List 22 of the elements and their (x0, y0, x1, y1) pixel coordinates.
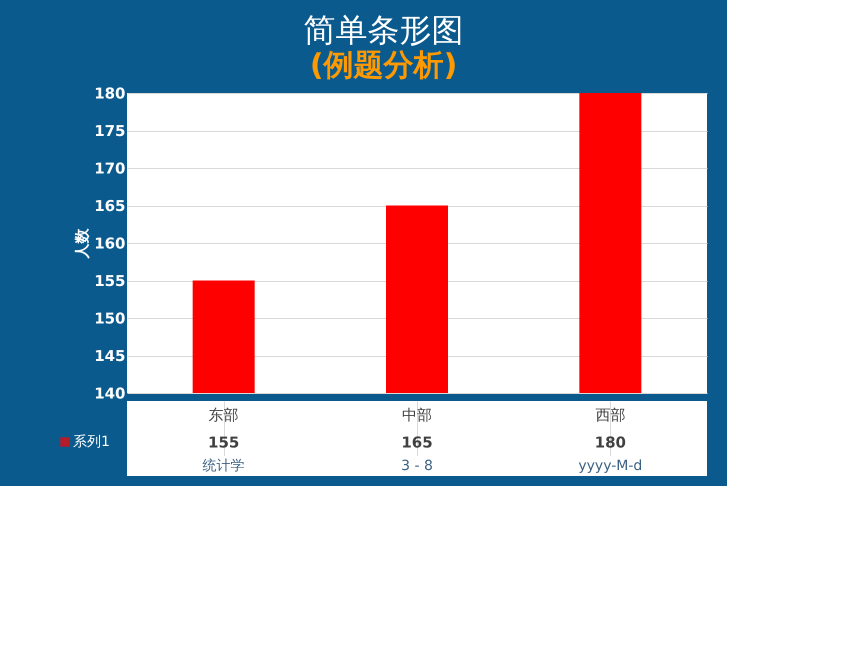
legend-label: 系列1 (73, 434, 110, 450)
y-tick-label: 155 (94, 272, 126, 290)
y-tick-label: 175 (94, 122, 126, 140)
y-tick-label: 180 (94, 84, 126, 102)
data-label: 180 (594, 433, 626, 452)
text: 3 - 8 (401, 458, 433, 474)
chart-subtitle: (例题分析) (310, 48, 458, 83)
data-label: 165 (401, 433, 433, 452)
data-label: 155 (208, 433, 240, 452)
x-tick-label: 西部 (595, 406, 626, 424)
y-tick-label: 160 (94, 234, 126, 252)
y-tick-label: 140 (94, 384, 126, 402)
y-axis-title: 人数 (73, 228, 92, 260)
y-tick-label: 165 (94, 197, 126, 215)
text: 统计学 (202, 458, 245, 474)
text: yyyy-M-d (578, 458, 642, 474)
y-tick-label: 145 (94, 347, 126, 365)
y-tick-label: 170 (94, 160, 126, 178)
x-tick-label: 东部 (208, 406, 239, 424)
chart-title: 简单条形图 (304, 11, 464, 49)
y-tick-label: 150 (94, 310, 126, 328)
x-tick-label: 中部 (402, 406, 432, 424)
